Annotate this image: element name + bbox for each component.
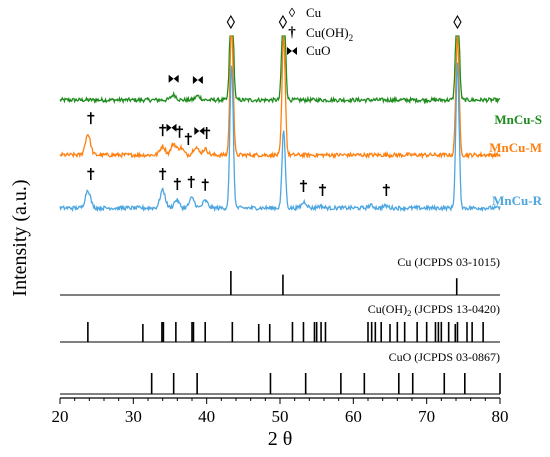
series-mncu-r-label: MnCu-R: [492, 193, 542, 208]
marker-mncu-r-dagger-5: [299, 180, 307, 192]
marker-mncu-s-cuo-1: [192, 76, 203, 84]
x-tick-label-50: 50: [272, 407, 289, 426]
marker-mncu-s-cu-3-diamond: [278, 14, 288, 30]
series-mncu-s-label: MnCu-S: [494, 112, 542, 127]
legend: ◊ Cu † Cu(OH)2 CuO: [287, 5, 353, 58]
marker-mncu-m-cuo-2-left: [166, 123, 172, 132]
ref-2-label-main: Cu(OH): [368, 302, 407, 316]
marker-mncu-s-cu-4-diamond: [453, 14, 462, 30]
y-axis-label: Intensity (a.u.): [9, 179, 31, 296]
marker-mncu-r-dagger-0: [87, 168, 95, 180]
legend-cuoh2-symbol: †: [288, 25, 296, 41]
marker-mncu-r-dagger-1: [159, 168, 167, 180]
marker-mncu-m-dagger-1: [159, 124, 167, 137]
legend-cuo-bowtie-right: [292, 47, 297, 55]
marker-mncu-s-cu-4: [453, 14, 462, 30]
ref-1-label: Cu (JCPDS 03-1015): [397, 255, 500, 269]
marker-mncu-s-cuo-0-left: [168, 74, 174, 83]
marker-mncu-m-dagger-0: [87, 112, 95, 125]
marker-mncu-s-cuo-0-right: [173, 74, 179, 83]
ref-2-label-tail: (JCPDS 13-0420): [411, 302, 500, 316]
x-tick-label-60: 60: [345, 407, 362, 426]
x-tick-label-80: 80: [492, 407, 509, 426]
marker-mncu-m-cuo-2: [166, 123, 177, 132]
legend-item-cuo: CuO: [287, 43, 331, 58]
series-mncu-r-line: [59, 62, 501, 213]
series-mncu-m-label: MnCu-M: [489, 140, 542, 155]
legend-cu-symbol: ◊: [289, 5, 296, 20]
legend-cu-label: Cu: [306, 5, 322, 20]
x-axis: 20 30 40 50 60 70 80: [52, 397, 509, 426]
marker-mncu-r-dagger-2: [173, 178, 181, 190]
marker-mncu-m-dagger-6: [203, 127, 211, 139]
x-axis-label: 2 θ: [268, 428, 293, 450]
marker-mncu-r-dagger-3: [187, 176, 195, 188]
legend-cuo-label: CuO: [306, 43, 331, 58]
series-mncu-s-line: [59, 35, 501, 105]
marker-mncu-s-cu-3: [278, 14, 288, 30]
marker-mncu-s-cuo-1-right: [197, 76, 203, 84]
marker-mncu-m-cuo-5: [194, 127, 205, 135]
x-tick-label-70: 70: [418, 407, 435, 426]
marker-mncu-r-dagger-7: [382, 184, 390, 196]
marker-mncu-s-cuo-0: [168, 74, 179, 83]
marker-layer: [87, 14, 462, 196]
marker-mncu-r-dagger-6: [319, 184, 327, 196]
marker-mncu-s-cuo-1-left: [192, 76, 198, 84]
legend-cuoh2-label-main: Cu(OH): [306, 25, 349, 40]
legend-cuoh2-label: Cu(OH)2: [306, 25, 353, 43]
x-tick-label-30: 30: [125, 407, 142, 426]
reference-layer: Cu (JCPDS 03-1015) Cu(OH)2 (JCPDS 13-0420…: [60, 255, 501, 395]
marker-mncu-m-cuo-5-left: [194, 127, 200, 135]
ref-2-label-sub: 2: [407, 308, 411, 318]
legend-cuo-symbol: [287, 47, 297, 55]
ref-3-label: CuO (JCPDS 03-0867): [389, 350, 500, 364]
legend-cuo-bowtie-left: [287, 47, 292, 55]
marker-mncu-s-cu-2: [226, 14, 236, 30]
legend-item-cuoh2: † Cu(OH)2: [288, 25, 353, 43]
marker-mncu-r-dagger-4: [201, 178, 209, 191]
ref-2-label: Cu(OH)2 (JCPDS 13-0420): [368, 302, 500, 318]
marker-mncu-m-cuo-5-right: [199, 127, 205, 135]
series-mncu-m-line: [59, 35, 501, 160]
marker-mncu-s-cu-2-diamond: [226, 14, 236, 30]
x-tick-label-40: 40: [198, 407, 215, 426]
marker-mncu-m-dagger-4: [184, 133, 192, 145]
series-layer: MnCu-S MnCu-M MnCu-R: [59, 35, 543, 213]
x-tick-label-20: 20: [52, 407, 69, 426]
legend-item-cu: ◊ Cu: [289, 5, 322, 20]
marker-mncu-m-cuo-2-right: [171, 123, 177, 132]
marker-mncu-m-dagger-3: [176, 125, 184, 138]
legend-cuoh2-label-sub: 2: [349, 33, 354, 43]
legend-cuo-bowtie: [287, 47, 297, 55]
